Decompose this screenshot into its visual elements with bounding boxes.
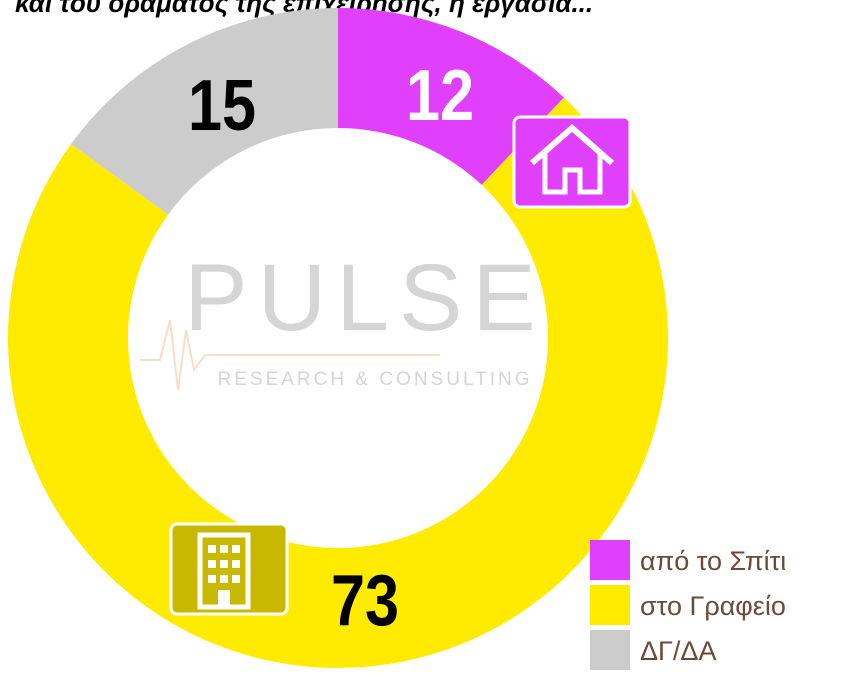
legend: από το Σπίτι στο Γραφείο ΔΓ/ΔΑ xyxy=(590,540,786,670)
value-labels: 12 73 15 xyxy=(188,56,474,641)
watermark: PULSE RESEARCH & CONSULTING xyxy=(140,245,546,391)
value-label: 15 xyxy=(188,66,256,146)
legend-label: από το Σπίτι xyxy=(640,546,786,576)
value-label: 73 xyxy=(331,561,399,641)
legend-swatch xyxy=(590,630,630,670)
value-label: 12 xyxy=(406,56,474,136)
watermark-pulse xyxy=(140,319,440,391)
legend-swatch xyxy=(590,540,630,580)
building-icon xyxy=(169,522,289,616)
watermark-subtitle: RESEARCH & CONSULTING xyxy=(218,369,533,390)
donut-segment xyxy=(71,8,339,215)
watermark-title: PULSE xyxy=(184,245,546,351)
legend-label: ΔΓ/ΔΑ xyxy=(640,636,716,666)
donut-segment xyxy=(338,8,564,185)
legend-label: στο Γραφείο xyxy=(640,591,786,621)
house-icon xyxy=(512,115,632,209)
legend-swatch xyxy=(590,585,630,625)
chart-title: και του οράματος της επιχείρησης, η εργα… xyxy=(15,0,593,18)
